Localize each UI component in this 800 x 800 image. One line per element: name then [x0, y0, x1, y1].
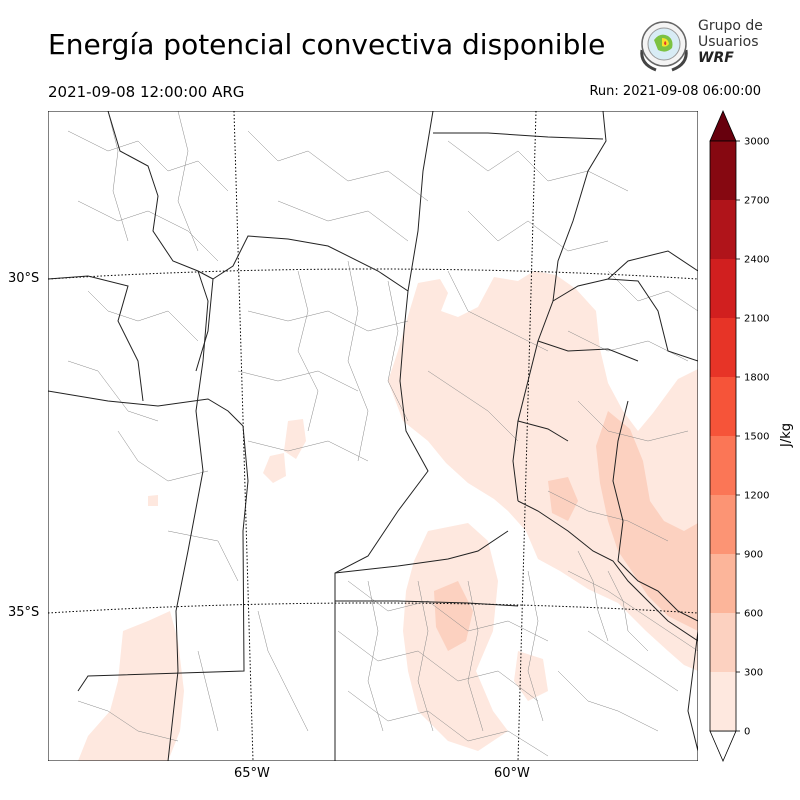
lat-label-30s: 30°S — [8, 271, 40, 286]
colorbar-tick-label: 1500 — [744, 432, 769, 443]
colorbar-segment — [710, 495, 736, 554]
map-panel — [48, 111, 698, 761]
colorbar-tick-label: 900 — [744, 550, 763, 561]
colorbar-tick-label: 2400 — [744, 255, 769, 266]
globe-emblem-icon — [640, 21, 688, 72]
colorbar-segment — [710, 377, 736, 436]
colorbar-tick-label: 1800 — [744, 373, 769, 384]
colorbar-segments — [709, 109, 737, 763]
colorbar-tick-label: 0 — [744, 727, 750, 738]
colorbar-tick-label: 600 — [744, 609, 763, 620]
colorbar-label: J/kg — [779, 423, 794, 448]
lon-label-60w: 60°W — [494, 766, 530, 781]
colorbar-segment — [710, 613, 736, 672]
colorbar-tick-label: 300 — [744, 668, 763, 679]
colorbar-segment — [710, 141, 736, 200]
logo-text-line3: WRF — [698, 50, 734, 66]
colorbar-tick-label: 2100 — [744, 314, 769, 325]
map-title: Energía potencial convectiva disponible — [48, 28, 606, 61]
run-time: Run: 2021-09-08 06:00:00 — [589, 84, 761, 99]
colorbar-segment — [710, 672, 736, 731]
lat-label-35s: 35°S — [8, 605, 40, 620]
colorbar-tick-label: 1200 — [744, 491, 769, 502]
valid-time: 2021-09-08 12:00:00 ARG — [48, 83, 245, 101]
coastline — [612, 400, 698, 752]
colorbar-over-arrow — [709, 109, 737, 142]
colorbar-segment — [710, 554, 736, 613]
colorbar-segment — [710, 200, 736, 259]
colorbar-segment — [710, 318, 736, 377]
lon-label-65w: 65°W — [234, 766, 270, 781]
department-boundaries — [67, 111, 698, 757]
cape-fill-medium — [434, 411, 698, 651]
graticule — [48, 111, 698, 761]
wrf-logo: Grupo de Usuarios WRF — [636, 14, 766, 74]
colorbar-tick-label: 3000 — [744, 137, 769, 148]
colorbar-segment — [710, 259, 736, 318]
colorbar-under-arrow — [709, 730, 737, 763]
province-boundaries — [48, 111, 698, 761]
logo-text-line1: Grupo de — [698, 18, 763, 34]
colorbar-tick-label: 2700 — [744, 196, 769, 207]
logo-text-line2: Usuarios — [698, 34, 759, 50]
colorbar-segment — [710, 436, 736, 495]
